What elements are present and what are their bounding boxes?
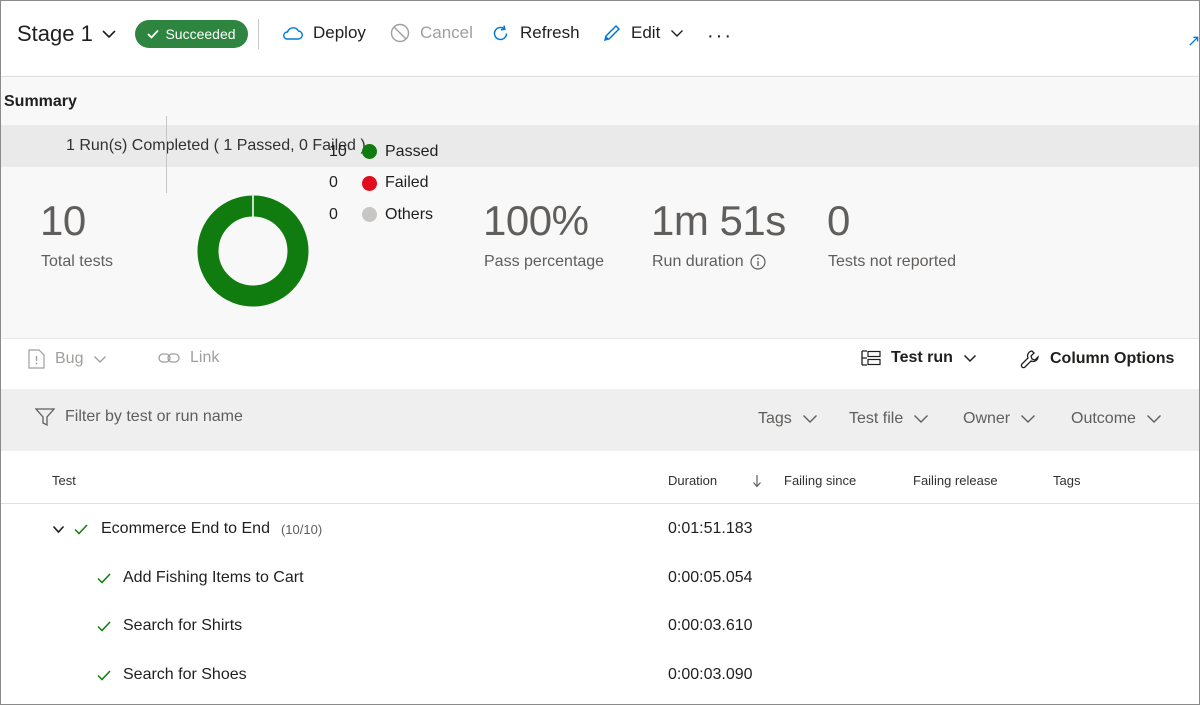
failed-dot-icon [362,175,377,191]
donut-passed-segment [197,195,309,307]
runs-completed-banner: 1 Run(s) Completed ( 1 Passed, 0 Failed … [1,125,1199,167]
more-options-button[interactable]: ··· [707,25,733,47]
refresh-icon [493,24,508,40]
metric-divider [166,116,167,193]
passed-dot-icon [362,144,377,160]
run-duration-label: Run duration [652,253,744,270]
passed-check-icon [74,523,88,535]
expand-arrow-icon[interactable]: ↗ [1187,33,1200,50]
test-duration: 0:00:05.054 [668,569,753,586]
bug-document-icon [28,349,45,369]
owner-filter-dropdown[interactable]: Owner [963,410,1036,428]
chevron-down-icon [914,415,929,423]
test-name: Add Fishing Items to Cart [123,569,304,586]
wrench-icon [1020,350,1039,369]
group-duration: 0:01:51.183 [668,520,753,537]
toolbar-divider [258,19,259,49]
group-by-icon [861,350,881,366]
legend-others: 0 Others [329,205,434,223]
passed-check-icon [97,620,111,632]
table-header: Test Duration Failing since Failing rele… [1,456,1199,504]
filter-input[interactable]: Filter by test or run name [35,407,535,427]
cloud-icon [283,27,303,40]
test-run-dropdown[interactable]: Test run [861,349,977,367]
legend-failed: 0 Failed [329,174,429,192]
total-tests-value: 10 [40,197,86,244]
info-icon[interactable] [750,254,766,270]
passed-check-icon [97,572,111,584]
not-reported-label: Tests not reported [828,253,957,270]
cancel-button[interactable]: Cancel [390,23,473,43]
legend-passed: 10 Passed [329,142,439,160]
chevron-down-icon [963,354,976,362]
filter-funnel-icon [35,408,55,427]
test-duration: 0:00:03.610 [668,617,753,634]
table-row[interactable]: Search for Shirts 0:00:03.610 [1,602,1199,650]
test-duration: 0:00:03.090 [668,666,753,683]
chevron-down-icon [102,30,116,39]
outcome-legend: 10 Passed 0 Failed 0 Others [329,136,438,231]
group-count: (10/10) [280,521,323,537]
link-icon [158,353,180,363]
top-toolbar: Stage 1 Succeeded Deploy Cancel Refresh … [1,1,1200,69]
bug-button[interactable]: Bug [28,349,107,369]
chevron-down-icon [802,415,817,423]
stage-title: Stage 1 [17,21,93,46]
status-badge: Succeeded [135,20,248,48]
not-reported-value: 0 [827,197,850,244]
pass-percentage-label: Pass percentage [484,253,605,270]
cancel-icon [390,23,410,43]
table-row[interactable]: Add Fishing Items to Cart 0:00:05.054 [1,554,1199,602]
edit-button[interactable]: Edit [603,23,684,43]
refresh-button[interactable]: Refresh [491,23,580,43]
test-name: Search for Shirts [123,617,243,634]
run-duration-label-group: Run duration [652,253,766,271]
run-duration-value: 1m 51s [651,197,786,244]
column-header-test[interactable]: Test [52,473,76,488]
sort-descending-icon[interactable] [752,474,762,488]
chevron-down-icon [1021,415,1036,423]
tags-filter-dropdown[interactable]: Tags [758,410,818,428]
checkmark-icon [147,29,160,39]
test-name: Search for Shoes [123,666,247,683]
column-options-button[interactable]: Column Options [1020,349,1174,369]
deploy-button[interactable]: Deploy [282,23,366,43]
pass-percentage-value: 100% [483,197,589,244]
outcome-filter-dropdown[interactable]: Outcome [1071,410,1162,428]
chevron-down-icon [1146,415,1161,423]
summary-panel: Summary 1 Run(s) Completed ( 1 Passed, 0… [1,76,1199,338]
summary-title: Summary [4,93,77,110]
passed-check-icon [97,669,111,681]
column-header-tags[interactable]: Tags [1053,473,1081,488]
outcome-donut-chart [197,195,309,307]
column-header-duration[interactable]: Duration [668,473,718,488]
chevron-down-icon[interactable] [52,525,65,534]
stage-selector[interactable]: Stage 1 [17,21,117,47]
action-bar: Bug Link Test run Column Options [1,339,1199,387]
pencil-icon [603,24,621,42]
table-row-group[interactable]: Ecommerce End to End (10/10) 0:01:51.183 [1,505,1199,553]
total-tests-label: Total tests [41,253,114,270]
test-file-filter-dropdown[interactable]: Test file [849,410,929,428]
chevron-down-icon [94,355,107,363]
link-button[interactable]: Link [158,349,219,367]
group-name: Ecommerce End to End [101,520,270,537]
table-row[interactable]: Search for Shoes 0:00:03.090 [1,651,1199,699]
group-name-cell: Ecommerce End to End (10/10) [52,520,322,538]
filter-placeholder: Filter by test or run name [65,408,243,425]
filter-bar: Filter by test or run name Tags Test fil… [1,389,1199,451]
chevron-down-icon [671,29,684,37]
column-header-failing-release[interactable]: Failing release [913,473,998,488]
others-dot-icon [362,207,377,223]
column-header-failing-since[interactable]: Failing since [784,473,857,488]
